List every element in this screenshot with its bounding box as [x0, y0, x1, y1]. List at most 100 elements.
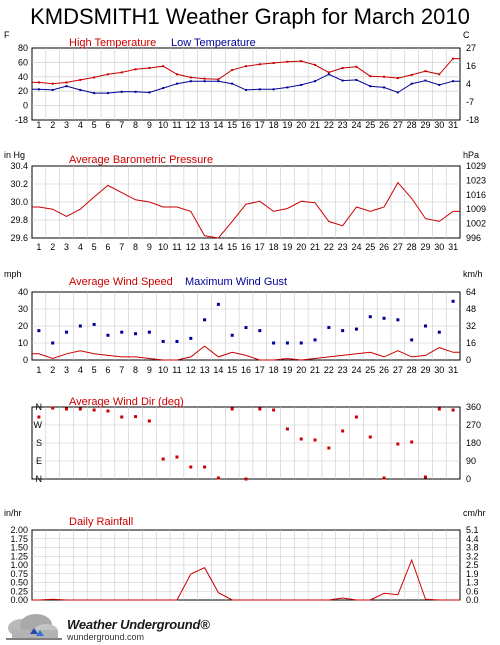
- direction-point: [230, 407, 234, 411]
- direction-point: [161, 457, 165, 461]
- temperature-point: [51, 82, 54, 85]
- wind-point: [106, 333, 110, 337]
- temperature-point: [93, 76, 96, 79]
- temperature-plot-frame: [31, 47, 461, 121]
- temperature-point: [272, 62, 275, 65]
- pressure-ytick-left: 29.8: [10, 215, 28, 225]
- pressure-xtick: 21: [310, 242, 320, 252]
- temperature-xtick: 16: [241, 120, 251, 130]
- temperature-ytick-left: 0: [23, 101, 28, 111]
- pressure-xtick: 13: [200, 242, 210, 252]
- brand-name: Weather Underground®: [67, 617, 210, 632]
- temperature-point: [217, 78, 220, 81]
- pressure-ytick-left: 30.0: [10, 197, 28, 207]
- temperature-point: [245, 65, 247, 68]
- pressure-xtick: 7: [119, 242, 124, 252]
- temperature-point: [341, 79, 344, 82]
- wind-ytick-left: 30: [18, 304, 28, 314]
- temperature-xtick: 26: [379, 120, 389, 130]
- direction-point: [341, 429, 345, 433]
- pressure-xtick: 30: [434, 242, 444, 252]
- direction-point: [313, 438, 317, 442]
- wind-point: [258, 329, 262, 333]
- temperature-xtick: 12: [186, 120, 196, 130]
- wind-xtick: 7: [119, 365, 124, 375]
- temperature-xtick: 6: [105, 120, 110, 130]
- temperature-xtick: 27: [393, 120, 403, 130]
- direction-title-a: Average Wind Dir (deg): [69, 396, 184, 408]
- temperature-point: [410, 73, 413, 76]
- wind-xtick: 3: [64, 365, 69, 375]
- temperature-point: [327, 71, 330, 74]
- pressure-title-a: Average Barometric Pressure: [69, 154, 213, 166]
- wind-series-line: [32, 345, 460, 361]
- temperature-point: [120, 90, 123, 93]
- temperature-point: [65, 85, 68, 88]
- wind-right-unit: km/h: [463, 269, 483, 279]
- direction-point: [368, 435, 372, 439]
- wind-point: [230, 333, 234, 337]
- wind-point: [410, 338, 414, 342]
- wind-ytick-left: 40: [18, 287, 28, 297]
- direction-point: [65, 407, 69, 411]
- temperature-point: [162, 87, 165, 90]
- wind-xtick: 8: [133, 365, 138, 375]
- wind-xtick: 29: [420, 365, 430, 375]
- temperature-point: [120, 71, 123, 74]
- direction-point: [244, 477, 248, 481]
- direction-point: [354, 415, 358, 419]
- wind-point: [423, 324, 427, 328]
- temperature-point: [355, 78, 358, 81]
- wind-point: [78, 324, 82, 328]
- wind-xtick: 12: [186, 365, 196, 375]
- temperature-point: [452, 57, 455, 60]
- wind-point: [272, 341, 276, 345]
- pressure-xtick: 12: [186, 242, 196, 252]
- wind-xtick: 14: [213, 365, 223, 375]
- wind-ytick-right: 64: [466, 287, 476, 297]
- wind-ytick-left: 10: [18, 338, 28, 348]
- temperature-point: [175, 82, 178, 85]
- wind-xtick: 9: [147, 365, 152, 375]
- pressure-xtick: 10: [158, 242, 168, 252]
- pressure-xtick: 24: [351, 242, 361, 252]
- wind-point: [37, 329, 41, 333]
- direction-ytick-left: S: [36, 438, 42, 448]
- temperature-ytick-left: 20: [18, 86, 28, 96]
- wind-xtick: 30: [434, 365, 444, 375]
- pressure-xtick: 27: [393, 242, 403, 252]
- temperature-point: [37, 81, 40, 84]
- direction-ytick-right: 0: [466, 474, 471, 484]
- temperature-ytick-left: 40: [18, 72, 28, 82]
- temperature-point: [217, 80, 220, 83]
- direction-ytick-left: E: [36, 456, 42, 466]
- direction-point: [92, 408, 96, 412]
- pressure-xtick: 26: [379, 242, 389, 252]
- temperature-xtick: 30: [434, 120, 444, 130]
- temperature-point: [37, 88, 40, 91]
- direction-point: [285, 427, 289, 431]
- direction-point: [134, 415, 138, 419]
- temperature-point: [148, 67, 151, 70]
- pressure-ytick-left: 30.2: [10, 179, 28, 189]
- wind-xtick: 18: [269, 365, 279, 375]
- temperature-point: [231, 68, 234, 71]
- temperature-xtick: 22: [324, 120, 334, 130]
- direction-ytick-left: N: [36, 474, 43, 484]
- wind-ytick-left: 0: [23, 355, 28, 365]
- wind-point: [92, 322, 96, 326]
- direction-point: [216, 476, 220, 480]
- temperature-ytick-left: 80: [18, 43, 28, 53]
- wind-xtick: 31: [448, 365, 458, 375]
- wind-point: [451, 299, 455, 303]
- temperature-xtick: 24: [351, 120, 361, 130]
- temperature-point: [300, 83, 303, 86]
- wind-point: [244, 326, 248, 330]
- wind-title-a: Average Wind Speed: [69, 276, 173, 288]
- wind-ytick-right: 16: [466, 338, 476, 348]
- temperature-ytick-right: 4: [466, 79, 471, 89]
- direction-point: [203, 465, 207, 469]
- pressure-xtick: 6: [105, 242, 110, 252]
- temperature-title-a: High Temperature: [69, 37, 156, 49]
- wind-xtick: 17: [255, 365, 265, 375]
